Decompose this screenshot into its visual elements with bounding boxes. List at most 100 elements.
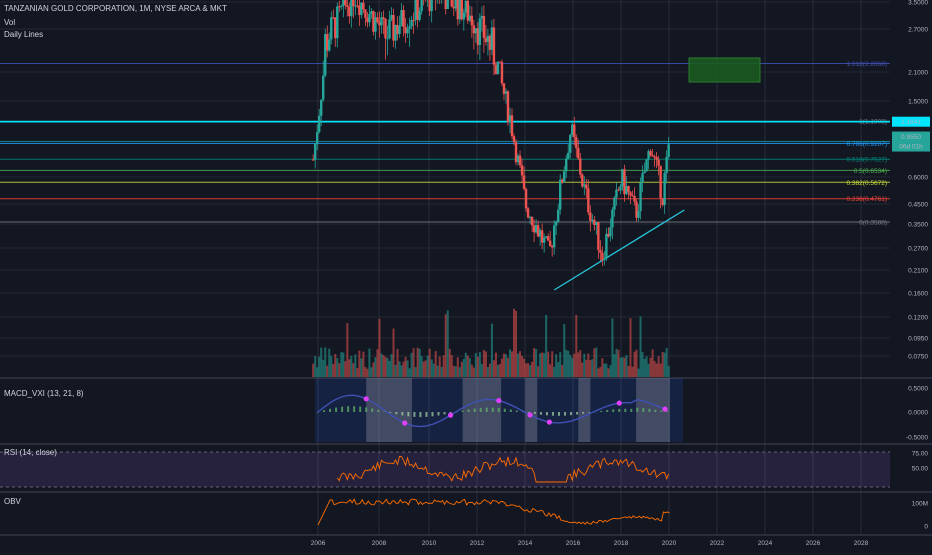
macd-hist-bar [624,409,626,412]
macd-hist-bar [341,407,343,412]
macd-hist-bar [474,409,476,412]
volume-bar [495,353,497,377]
volume-bar [431,359,433,377]
macd-hist-bar [570,412,572,415]
macd-hist-bar [444,412,446,414]
candle-body [316,132,318,144]
volume-bar [376,349,378,377]
volume-bar [511,351,513,377]
candle-body [565,159,567,172]
macd-hist-bar [371,409,373,412]
chart-title: TANZANIAN GOLD CORPORATION, 1M, NYSE ARC… [4,4,227,13]
obv-label: OBV [4,497,21,506]
volume-bar [342,353,344,377]
macd-hist-bar [666,411,668,412]
volume-bar [465,353,467,377]
volume-bar [445,314,447,377]
volume-bar [573,354,575,377]
volume-bar [636,350,638,377]
candle-body [611,210,613,228]
volume-bar [611,318,613,377]
volume-bar [565,350,567,377]
volume-bar [629,318,631,377]
macd-hist-bar [438,412,440,415]
volume-bar [567,351,569,377]
macd-hist-bar [401,412,403,415]
volume-bar [489,364,491,377]
volume-bar [409,368,411,377]
volume-bar [405,357,407,377]
volume-bar [352,363,354,377]
macd-tick-2: -0.5000 [906,435,928,442]
volume-bar [595,348,597,377]
volume-bar [356,368,358,377]
volume-bar [417,348,419,377]
x-tick-2024: 2024 [758,540,773,547]
volume-bar [646,356,648,377]
y-tick-2: 2.1000 [908,70,928,77]
volume-bar [437,366,439,377]
volume-bar [441,367,443,377]
volume-bar [469,358,471,377]
volume-bar [316,367,318,377]
macd-hist-bar [546,412,548,415]
macd-signal-dot-4 [527,412,532,417]
volume-bar [642,352,644,377]
volume-bar [447,310,449,377]
rsi-tick-1: 50.00 [912,466,929,473]
candle-body [667,144,669,157]
volume-bar [491,324,493,377]
candle-body [336,6,338,38]
candle-body [527,208,529,217]
x-tick-2010: 2010 [422,540,437,547]
candle-body [420,0,422,11]
candle-body [577,148,579,158]
x-tick-2028: 2028 [854,540,869,547]
y-tick-0: 3.5000 [908,0,928,7]
volume-bar [322,360,324,377]
candle-body [471,16,473,26]
volume-bar [585,360,587,377]
volume-bar [575,315,577,377]
volume-bar [525,363,527,377]
candle-body [483,16,485,38]
volume-bar [314,356,316,377]
volume-bar [599,367,601,377]
volume-bar [388,361,390,377]
volume-bar [336,358,338,377]
volume-bar [433,364,435,377]
volume-bar [658,356,660,377]
volume-bar [493,360,495,377]
candle-body [402,10,404,27]
candle-body [549,241,551,246]
volume-bar [487,367,489,377]
candle-body [531,217,533,225]
volume-bar [561,365,563,377]
volume-bar [473,368,475,377]
y-tick-3: 1.5000 [908,99,928,106]
y-tick-10: 0.1600 [908,291,928,298]
candle-body [328,39,330,50]
volume-bars [312,309,669,377]
candle-body [521,165,523,175]
price-candles[interactable] [312,0,670,266]
candle-body [643,172,645,174]
volume-bar [334,354,336,377]
candle-body [376,17,378,22]
volume-bar [443,355,445,377]
volume-bar [662,352,664,377]
macd-signal-dot-1 [402,420,407,425]
volume-bar [457,357,459,377]
macd-tick-0: 0.5000 [908,386,928,393]
panels-layer [0,378,932,535]
macd-hist-bar [498,408,500,412]
volume-bar [423,362,425,377]
candle-body [318,116,320,132]
candle-body [615,190,617,198]
candle-body [364,9,366,17]
candle-body [451,0,453,7]
volume-bar [551,351,553,377]
volume-bar [607,368,609,377]
